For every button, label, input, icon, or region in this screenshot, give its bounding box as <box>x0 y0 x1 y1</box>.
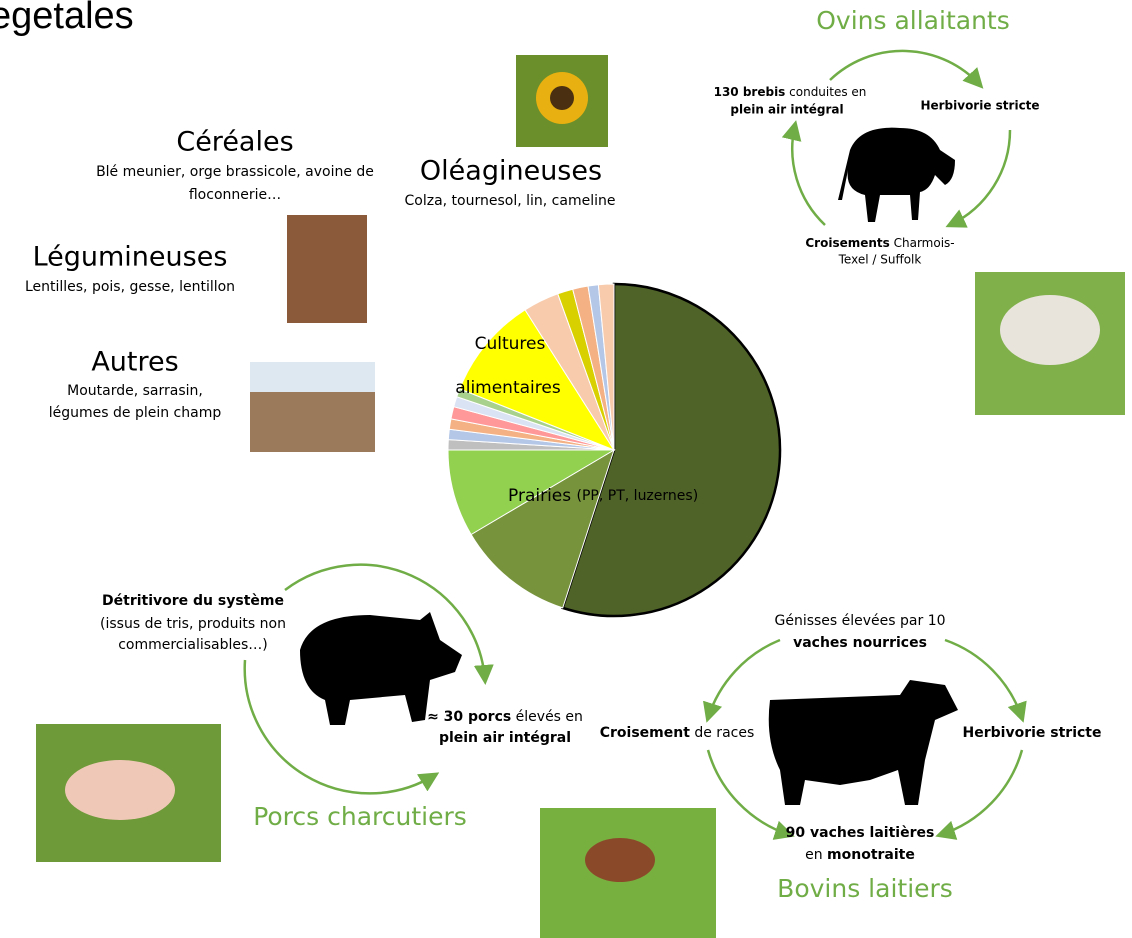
cycle-text: plein air intégral <box>439 730 571 746</box>
text-part: Charmois- <box>890 236 955 250</box>
text-part: Croisement <box>600 725 690 741</box>
cycle-text: Croisements Charmois- <box>805 236 954 250</box>
text-part: élevés en <box>511 709 583 725</box>
arrow <box>708 640 780 718</box>
cycle-text: (issus de tris, produits non <box>100 616 286 632</box>
slide: egetales Céréales Blé meunier, orge bras… <box>0 0 1132 938</box>
sheep-silhouette <box>838 128 955 222</box>
crop-title: Céréales <box>176 127 293 158</box>
cycle-text: Herbivorie stricte <box>920 99 1039 113</box>
crop-desc: Moutarde, sarrasin, <box>67 383 203 399</box>
text-part: monotraite <box>827 847 915 863</box>
crop-desc: Blé meunier, orge brassicole, avoine de <box>96 164 374 180</box>
crop-desc: floconnerie… <box>189 187 281 203</box>
crop-title: Oléagineuses <box>420 156 602 187</box>
cycle-text: Texel / Suffolk <box>838 253 922 267</box>
text-part: Croisements <box>805 236 889 250</box>
arrow <box>940 750 1022 835</box>
cycle-text: Croisement de races <box>600 725 755 741</box>
cycle-text: Génisses élevées par 10 <box>774 613 945 629</box>
text-part: 130 brebis <box>714 85 786 99</box>
cycle-text: 130 brebis conduites en <box>714 85 867 99</box>
crop-title: Légumineuses <box>33 242 228 273</box>
photo-seedlings <box>287 215 367 323</box>
section-title: Ovins allaitants <box>816 6 1010 35</box>
crop-title: Autres <box>91 347 178 378</box>
text-part: conduites en <box>785 85 866 99</box>
text-part: en <box>805 847 827 863</box>
cycle-text: Herbivorie stricte <box>963 725 1102 741</box>
cycle-text: ≈ 30 porcs élevés en <box>427 709 583 725</box>
cycle-text: 90 vaches laitières <box>786 825 935 841</box>
section-title: Bovins laitiers <box>777 874 953 903</box>
cycle-text: en monotraite <box>805 847 915 863</box>
pie-label: Prairies (PP, PT, luzernes) <box>508 486 698 506</box>
cycle-text: commercialisables…) <box>118 637 268 653</box>
text-part: Prairies <box>508 486 571 506</box>
cow-silhouette <box>769 680 958 805</box>
title: egetales <box>0 0 134 37</box>
arrow <box>950 130 1010 225</box>
text-part: de races <box>690 725 754 741</box>
crop-desc: Colza, tournesol, lin, cameline <box>405 193 616 209</box>
crop-desc: Lentilles, pois, gesse, lentillon <box>25 279 235 295</box>
cycle-text: vaches nourrices <box>793 635 927 651</box>
section-title: Porcs charcutiers <box>253 802 467 831</box>
crop-desc: légumes de plein champ <box>49 405 222 421</box>
cycle-text: Détritivore du système <box>102 593 284 609</box>
pie-label: alimentaires <box>455 378 561 398</box>
cycle-text: plein air intégral <box>730 103 843 117</box>
text-part: (PP, PT, luzernes) <box>577 488 699 504</box>
arrow <box>945 640 1022 718</box>
pie-label: Cultures <box>475 334 546 354</box>
arrow <box>830 51 980 85</box>
arrow <box>792 125 825 225</box>
text-part: ≈ 30 porcs <box>427 709 511 725</box>
